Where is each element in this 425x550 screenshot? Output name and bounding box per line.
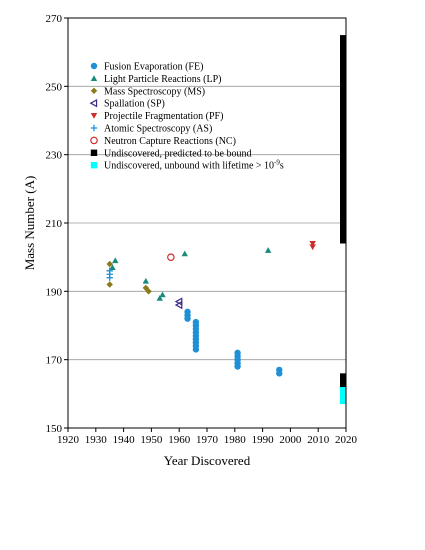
legend-marker [90,113,98,119]
data-point [234,363,241,370]
data-point [309,244,316,251]
x-tick-label: 1970 [196,434,219,446]
data-point [309,240,316,247]
y-tick-label: 150 [46,423,63,435]
legend-label: Spallation (SP) [104,99,165,110]
data-point [276,370,283,377]
data-point [106,260,113,268]
undiscovered-bar [340,35,346,244]
legend-marker [90,124,98,132]
data-point [184,315,191,322]
legend-marker [90,75,98,81]
legend-marker [90,62,98,70]
legend-marker [90,149,98,156]
legend-marker [90,87,98,94]
x-axis-label: Year Discovered [164,453,251,468]
undiscovered-bar [340,387,346,405]
gridlines [68,85,346,361]
x-tick-label: 2000 [279,434,302,446]
data-point [142,277,150,284]
data-point [142,284,150,292]
legend-label: Light Particle Reactions (LP) [104,74,221,85]
legend-label: Mass Spectroscopy (MS) [104,86,205,97]
data-point [156,294,163,301]
data-point [181,250,188,257]
x-tick-label: 2020 [335,434,358,446]
x-tick-label: 1960 [168,434,191,446]
x-tick-label: 1950 [140,434,163,446]
axis-ticks: 150 170 190 210 230 250 270 1920 1930 1940 1950 196… [46,13,358,446]
data-point [145,288,152,295]
y-axis-label: Mass Number (A) [22,176,37,271]
x-tick-label: 1990 [252,434,275,446]
data-points [106,240,316,377]
y-tick-label: 210 [46,218,63,230]
legend-marker [90,162,98,169]
legend-label: Undiscovered, unbound with lifetime > 10… [104,159,284,172]
x-tick-label: 2010 [307,434,330,446]
x-tick-label: 1980 [224,434,247,446]
legend-label: Atomic Spectroscopy (AS) [104,124,212,135]
legend-label: Undiscovered, predicted to be bound [104,148,251,159]
data-point [106,281,113,288]
data-point [192,346,200,353]
legend-label: Fusion Evaporation (FE) [104,62,203,73]
data-point [174,300,183,310]
undiscovered-bar [340,373,346,387]
data-point [264,247,272,253]
legend-label: Neutron Capture Reactions (NC) [104,136,236,147]
y-tick-label: 250 [46,81,63,93]
data-point [106,274,113,281]
x-tick-label: 1920 [57,434,80,446]
x-tick-label: 1940 [113,434,136,446]
y-tick-label: 190 [46,286,63,298]
data-point [167,253,175,261]
data-point [159,291,166,298]
undiscovered-bars [340,35,346,405]
legend-marker [90,136,98,145]
legend-label: Projectile Fragmentation (PF) [104,111,223,122]
y-tick-label: 170 [46,355,63,367]
legend: Fusion Evaporation (FE)Light Particle Re… [89,62,284,172]
y-tick-label: 270 [46,13,63,25]
y-tick-label: 230 [46,150,63,162]
data-point [109,264,116,270]
legend-marker [89,98,98,108]
x-tick-label: 1930 [85,434,108,446]
data-point [112,257,119,264]
